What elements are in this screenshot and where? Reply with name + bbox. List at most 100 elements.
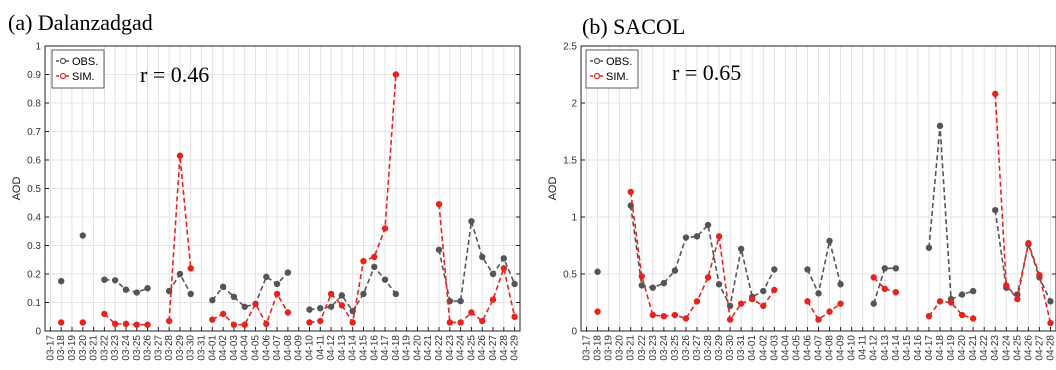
- series-line-segment: [438, 204, 516, 324]
- data-point: [468, 309, 475, 316]
- y-tick-label: 2.5: [563, 42, 577, 53]
- data-point: [737, 300, 745, 307]
- y-tick-label: 0.2: [27, 270, 41, 281]
- series-line-segment: [872, 267, 896, 304]
- correlation-annotation: r = 0.46: [140, 62, 209, 87]
- x-tick-label: 04-21: [968, 335, 979, 361]
- data-point: [457, 319, 464, 326]
- x-tick-label: 04-13: [337, 335, 348, 361]
- x-tick-label: 04-06: [802, 335, 813, 361]
- data-point: [230, 321, 238, 328]
- x-tick-label: 04-16: [913, 335, 924, 361]
- y-axis-label: AOD: [547, 177, 559, 201]
- x-tick-label: 03-26: [681, 335, 692, 361]
- x-tick-label: 04-16: [369, 335, 380, 361]
- data-point: [446, 319, 454, 326]
- data-point: [327, 303, 335, 310]
- x-tick-label: 04-15: [902, 335, 913, 361]
- data-point: [804, 298, 811, 305]
- data-point: [737, 245, 745, 253]
- data-point: [79, 319, 86, 326]
- legend-swatch-marker: [593, 57, 601, 65]
- series-line-segment: [211, 292, 289, 326]
- data-point: [176, 152, 184, 159]
- data-point: [101, 310, 108, 318]
- data-point: [457, 297, 464, 305]
- x-tick-label: 04-10: [304, 335, 315, 361]
- x-tick-label: 04-04: [780, 335, 791, 361]
- x-tick-label: 03-25: [670, 335, 681, 361]
- data-point: [101, 276, 108, 283]
- x-tick-label: 04-12: [869, 335, 880, 361]
- y-tick-label: 0.8: [27, 99, 41, 110]
- data-point: [826, 237, 833, 245]
- data-point: [57, 319, 65, 326]
- series-obs: [594, 122, 1054, 310]
- x-tick-label: 03-28: [703, 335, 714, 361]
- data-point: [360, 290, 367, 298]
- data-point: [594, 308, 601, 315]
- x-tick-label: 04-20: [957, 335, 968, 361]
- data-point: [726, 302, 734, 310]
- data-point: [263, 273, 270, 281]
- x-tick-label: 04-24: [456, 335, 467, 361]
- x-tick-label: 04-15: [358, 335, 369, 361]
- x-tick-label: 04-11: [315, 335, 326, 360]
- series-sim: [57, 71, 518, 328]
- data-point: [392, 290, 400, 298]
- data-point: [511, 313, 518, 320]
- legend: OBS. SIM.: [585, 49, 639, 89]
- y-tick-label: 1: [35, 42, 41, 53]
- x-tick-label: 04-08: [283, 335, 294, 361]
- x-tick-label: 04-28: [1045, 335, 1056, 361]
- data-point: [892, 265, 900, 272]
- data-point: [925, 244, 933, 251]
- x-tick-label: 03-24: [121, 335, 132, 361]
- x-tick-label: 03-22: [99, 335, 110, 361]
- legend: OBS. SIM.: [51, 49, 105, 89]
- x-tick-label: 03-21: [626, 335, 637, 361]
- x-tick-label: 04-26: [1023, 335, 1034, 361]
- data-point: [704, 221, 712, 229]
- x-tick-label: 03-28: [164, 335, 175, 361]
- data-point: [273, 290, 281, 298]
- data-point: [79, 232, 86, 239]
- chart-title: (a) Dalanzadgad: [8, 10, 153, 35]
- data-point: [992, 90, 999, 98]
- legend-box: [51, 49, 105, 89]
- y-tick-label: 0.9: [27, 70, 41, 81]
- y-tick-label: 0.1: [27, 298, 41, 309]
- data-point: [992, 206, 999, 214]
- x-tick-label: 04-20: [412, 335, 423, 361]
- data-point: [241, 321, 248, 328]
- y-tick-label: 1.5: [563, 156, 577, 167]
- data-point: [627, 188, 634, 196]
- x-tick-label: 03-24: [659, 335, 670, 361]
- x-tick-label: 04-09: [294, 335, 305, 361]
- y-tick-label: 0: [35, 327, 41, 338]
- data-point: [241, 303, 248, 310]
- x-tick-label: 04-23: [445, 335, 456, 361]
- data-point: [715, 233, 723, 240]
- y-tick-label: 0.3: [27, 241, 41, 252]
- data-point: [338, 292, 346, 299]
- data-point: [892, 289, 900, 296]
- data-point: [925, 312, 933, 320]
- data-point: [660, 279, 668, 287]
- data-point: [804, 266, 811, 273]
- series-line-segment: [994, 93, 1052, 324]
- x-tick-label: 03-19: [604, 335, 615, 361]
- series-line-segment: [629, 205, 776, 309]
- x-tick-label: 04-23: [990, 335, 1001, 361]
- x-tick-label: 04-02: [758, 335, 769, 361]
- data-point: [263, 320, 270, 328]
- data-point: [881, 265, 888, 272]
- legend-label: SIM.: [72, 71, 95, 83]
- data-point: [133, 289, 140, 296]
- legend-label: OBS.: [606, 56, 632, 68]
- data-point: [327, 290, 335, 298]
- x-tick-label: 04-13: [880, 335, 891, 361]
- y-tick-label: 0.5: [27, 184, 41, 195]
- x-tick-label: 04-03: [769, 335, 780, 361]
